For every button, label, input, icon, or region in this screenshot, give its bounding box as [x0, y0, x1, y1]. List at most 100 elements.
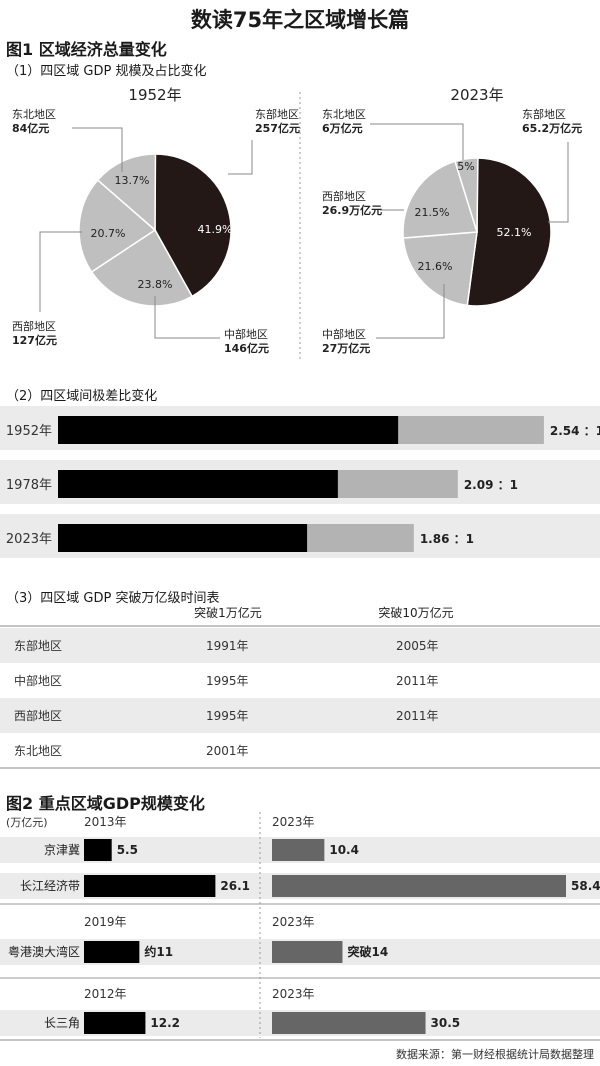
pie-region-label: 西部地区	[322, 189, 366, 203]
pie-leader-line	[370, 123, 464, 160]
table-row-band	[0, 698, 600, 733]
table-cell-10t: 2005年	[396, 639, 439, 653]
fig2-left-bar	[84, 875, 216, 897]
pie-leader-line	[72, 127, 123, 172]
pie-slice	[454, 157, 479, 233]
pie-slice	[402, 160, 478, 239]
fig2-left-value: 26.1	[220, 879, 250, 893]
pie-slice	[78, 179, 157, 273]
pie-value-label: 257亿元	[255, 121, 300, 135]
fig2-right-value: 突破14	[347, 944, 388, 959]
ratio-value-label: 2.09 ：1	[464, 478, 518, 492]
pie-value-label: 84亿元	[12, 121, 49, 135]
fig2-left-value: 5.5	[117, 843, 138, 857]
table-cell-10t: 2011年	[396, 674, 439, 688]
figure1-title: 图1 区域经济总量变化	[6, 40, 167, 59]
table-cell-1t: 1991年	[206, 639, 249, 653]
pie-leader-line	[39, 231, 82, 312]
ratio-year-label: 1978年	[6, 478, 52, 493]
table-header-2: 突破10万亿元	[378, 605, 453, 620]
pie-region-label: 中部地区	[322, 327, 366, 341]
pie-pct-label: 23.8%	[138, 278, 173, 291]
table-cell-1t: 1995年	[206, 709, 249, 723]
fig2-region-label: 长江经济带	[20, 878, 80, 893]
fig2-right-bar	[272, 839, 325, 861]
ratio-bar-dark	[58, 524, 308, 552]
fig2-region-label: 京津冀	[44, 843, 80, 857]
pie-pct-label: 20.7%	[91, 227, 126, 240]
fig2-left-year: 2012年	[84, 987, 127, 1001]
section3-title: （3）四区域 GDP 突破万亿级时间表	[6, 591, 220, 606]
pie-slice	[90, 228, 194, 307]
pie-pct-label: 52.1%	[497, 226, 532, 239]
pie-slice	[154, 153, 232, 298]
pie-pct-label: 21.5%	[415, 206, 450, 219]
pie-leader-line	[228, 140, 253, 175]
fig2-right-bar	[272, 941, 343, 963]
pie-slice	[466, 157, 552, 307]
section2-title: （2）四区域间极差比变化	[6, 389, 158, 404]
section1-title: （1）四区域 GDP 规模及占比变化	[6, 64, 207, 79]
fig2-region-label: 粤港澳大湾区	[8, 944, 80, 959]
ratio-value-label: 2.54 ：1	[550, 424, 600, 438]
table-region-cell: 东北地区	[14, 744, 62, 758]
table-region-cell: 西部地区	[14, 708, 62, 723]
page-title: 数读75年之区域增长篇	[190, 8, 410, 32]
pie-value-label: 65.2万亿元	[522, 121, 582, 135]
fig2-left-bar	[84, 941, 140, 963]
table-region-cell: 中部地区	[14, 673, 62, 688]
ratio-value-label: 1.86 ：1	[420, 532, 474, 546]
pie-leader-line	[154, 296, 220, 339]
ratio-year-label: 2023年	[6, 532, 52, 547]
pie-pct-label: 21.6%	[418, 260, 453, 273]
pie-slice	[402, 231, 478, 307]
table-region-cell: 东部地区	[14, 638, 62, 653]
pie-region-label: 东北地区	[322, 108, 366, 121]
fig2-region-label: 长三角	[44, 1016, 80, 1030]
fig2-right-bar	[272, 875, 566, 897]
pie-leader-line	[548, 142, 569, 223]
pie-value-label: 27万亿元	[322, 341, 370, 355]
fig2-right-value: 10.4	[329, 843, 359, 857]
fig2-right-year: 2023年	[272, 815, 315, 829]
pie-region-label: 东部地区	[255, 107, 299, 121]
table-cell-10t: 2011年	[396, 709, 439, 723]
pie-year-label: 1952年	[128, 86, 181, 104]
pie-pct-label: 13.7%	[115, 174, 150, 187]
pie-value-label: 146亿元	[224, 341, 269, 355]
fig2-right-value: 58.4	[571, 879, 600, 893]
fig2-right-year: 2023年	[272, 915, 315, 929]
pie-leader-line	[376, 284, 445, 339]
fig2-left-value: 约11	[144, 944, 173, 959]
table-header-1: 突破1万亿元	[194, 605, 262, 620]
ratio-year-label: 1952年	[6, 424, 52, 439]
pie-slice	[96, 153, 157, 232]
figure2-unit: (万亿元)	[6, 816, 48, 829]
source-note: 数据来源：第一财经根据统计局数据整理	[396, 1048, 594, 1061]
ratio-bar-dark	[58, 416, 399, 444]
pie-pct-label: 41.9%	[198, 223, 233, 236]
pie-region-label: 东北地区	[12, 108, 56, 121]
table-cell-1t: 2001年	[206, 744, 249, 758]
pie-region-label: 中部地区	[224, 327, 268, 341]
fig2-left-bar	[84, 1012, 146, 1034]
pie-value-label: 6万亿元	[322, 121, 363, 135]
pie-region-label: 西部地区	[12, 319, 56, 333]
pie-region-label: 东部地区	[522, 107, 566, 121]
fig2-left-year: 2013年	[84, 815, 127, 829]
fig2-right-year: 2023年	[272, 987, 315, 1001]
fig2-left-value: 12.2	[150, 1016, 180, 1030]
table-cell-1t: 1995年	[206, 674, 249, 688]
fig2-right-bar	[272, 1012, 426, 1034]
fig2-right-value: 30.5	[431, 1016, 461, 1030]
pie-value-label: 26.9万亿元	[322, 203, 382, 217]
fig2-left-year: 2019年	[84, 915, 127, 929]
pie-year-label: 2023年	[450, 86, 503, 104]
figure2-title: 图2 重点区域GDP规模变化	[6, 794, 205, 813]
pie-value-label: 127亿元	[12, 333, 57, 347]
ratio-bar-dark	[58, 470, 338, 498]
fig2-left-bar	[84, 839, 112, 861]
pie-pct-label: 5%	[457, 160, 474, 173]
table-row-band	[0, 628, 600, 663]
